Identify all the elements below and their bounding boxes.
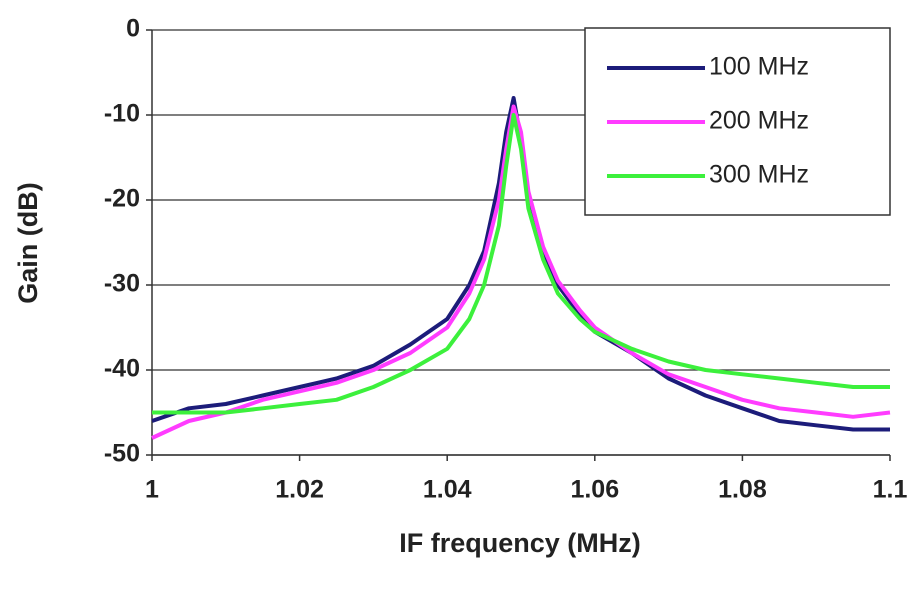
- x-axis-label: IF frequency (MHz): [399, 528, 641, 558]
- y-tick-label: -10: [104, 100, 140, 128]
- x-tick-label: 1.06: [570, 476, 619, 504]
- series-line: [152, 113, 890, 415]
- x-tick-label: 1: [145, 476, 159, 504]
- legend-label: 200 MHz: [709, 107, 809, 135]
- legend-label: 300 MHz: [709, 161, 809, 189]
- x-tick-label: 1.08: [718, 476, 767, 504]
- y-axis-label: Gain (dB): [13, 182, 43, 304]
- x-tick-label: 1.02: [275, 476, 324, 504]
- x-tick-label: 1.04: [423, 476, 472, 504]
- legend: 100 MHz 200 MHz 300 MHz: [584, 27, 891, 216]
- y-tick-label: 0: [126, 15, 140, 43]
- legend-label: 100 MHz: [709, 53, 809, 81]
- y-tick-label: -40: [104, 355, 140, 383]
- y-tick-label: -50: [104, 440, 140, 468]
- series-line: [151, 104, 891, 440]
- y-tick-label: -30: [104, 270, 140, 298]
- x-tick-label: 1.1: [873, 476, 908, 504]
- y-tick-label: -20: [104, 185, 140, 213]
